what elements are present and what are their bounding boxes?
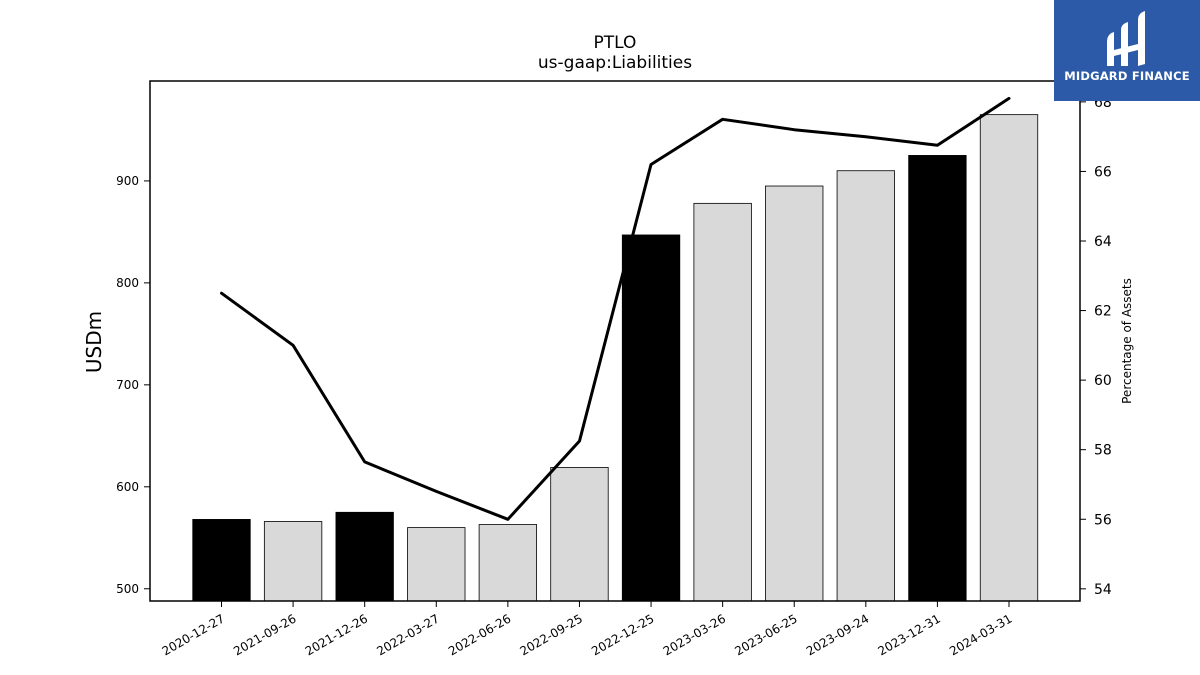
y-tick-label: 700 [116, 378, 139, 392]
bar-2021-12-26 [335, 511, 394, 602]
chart-title: PTLO [594, 33, 637, 53]
bar-2022-12-25 [621, 234, 681, 602]
midgard-finance-logo-icon [1107, 11, 1145, 66]
chart-subtitle: us-gaap:Liabilities [538, 53, 692, 73]
x-tick-label: 2022-06-26 [446, 611, 513, 658]
bar-2022-03-27 [407, 527, 466, 602]
bar-2024-03-31 [979, 114, 1039, 602]
y2-tick-label: 56 [1094, 512, 1112, 528]
bar-2023-06-25 [765, 185, 824, 602]
bar-2023-03-26 [693, 202, 752, 602]
bar-2020-12-27 [192, 519, 251, 602]
y2-tick-label: 58 [1094, 443, 1112, 459]
logo-text: MIDGARD FINANCE [1064, 69, 1190, 83]
x-tick-label: 2022-12-25 [589, 611, 656, 658]
x-tick-label: 2023-09-24 [804, 611, 871, 658]
bar-2023-09-24 [836, 170, 895, 602]
y2-tick-label: 54 [1094, 582, 1112, 598]
y-tick-label: 600 [116, 480, 139, 494]
x-tick-label: 2022-03-27 [374, 611, 441, 658]
y2-axis-label: Percentage of Assets [1120, 278, 1134, 404]
y2-tick-label: 64 [1094, 234, 1112, 250]
bar-2023-12-31 [908, 155, 967, 602]
x-tick-label: 2022-09-25 [518, 611, 585, 658]
y2-tick-label: 60 [1094, 373, 1112, 389]
x-tick-label: 2024-03-31 [947, 611, 1014, 658]
x-tick-label: 2023-12-31 [876, 611, 943, 658]
bar-2021-09-26 [263, 521, 323, 602]
bar-2022-06-26 [478, 524, 538, 602]
percentage-of-assets-line [220, 96, 1011, 521]
x-tick-label: 2023-03-26 [661, 611, 728, 658]
y2-tick-label: 66 [1094, 164, 1112, 180]
bar-2022-09-25 [550, 467, 609, 602]
y-tick-label: 500 [116, 582, 139, 596]
x-tick-label: 2020-12-27 [160, 611, 227, 658]
y-tick-label: 900 [116, 174, 139, 188]
y2-tick-label: 62 [1094, 304, 1112, 320]
y-tick-label: 800 [116, 276, 139, 290]
x-tick-label: 2021-09-26 [231, 611, 298, 658]
midgard-finance-logo: MIDGARD FINANCE [1054, 0, 1200, 101]
plot-frame [149, 80, 1081, 602]
y-axis-label: USDm [82, 311, 106, 373]
x-tick-label: 2021-12-26 [303, 611, 370, 658]
x-tick-label: 2023-06-25 [732, 611, 799, 658]
